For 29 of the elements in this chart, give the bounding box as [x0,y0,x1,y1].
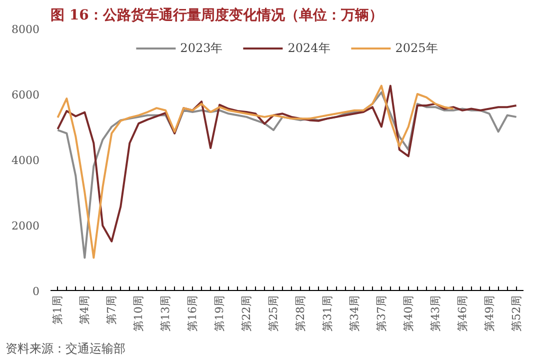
x-tick-label: 第34周 [348,295,361,332]
x-tick-label: 第37周 [374,295,388,332]
y-tick-label: 4000 [12,154,40,167]
y-tick-label: 6000 [12,88,40,102]
x-tick-label: 第10周 [132,295,146,332]
x-tick-label: 第25周 [267,295,280,332]
x-tick-label: 第43周 [428,295,442,332]
line-series [56,84,454,259]
x-tick-label: 第31周 [320,295,334,332]
x-tick-label: 第4周 [78,296,92,324]
legend-label: 2024年 [288,40,330,56]
y-tick-label: 2000 [12,220,40,232]
legend-label: 2023年 [180,40,223,56]
x-tick-label: 第49周 [482,295,496,332]
x-tick-label: 第16周 [186,295,200,332]
x-tick-label: 第13周 [159,295,172,332]
x-tick-label: 第28周 [294,295,307,332]
x-tick-label: 第19周 [213,295,226,332]
x-tick-label: 第22周 [240,295,254,332]
x-tick-label: 第52周 [510,295,523,332]
x-tick-label: 第40周 [402,295,415,332]
chart-title: 图 16：公路货车通行量周度变化情况（单位：万辆） [50,6,383,24]
x-tick-label: 第1周 [51,296,64,324]
y-tick-label: 8000 [12,23,40,36]
x-tick-label: 第7周 [105,296,118,324]
text: 资料来源：交通运输部 [6,342,126,356]
y-tick-label: 0 [32,285,40,298]
x-tick-label: 第46周 [456,295,469,332]
legend-label: 2025年 [395,40,438,56]
